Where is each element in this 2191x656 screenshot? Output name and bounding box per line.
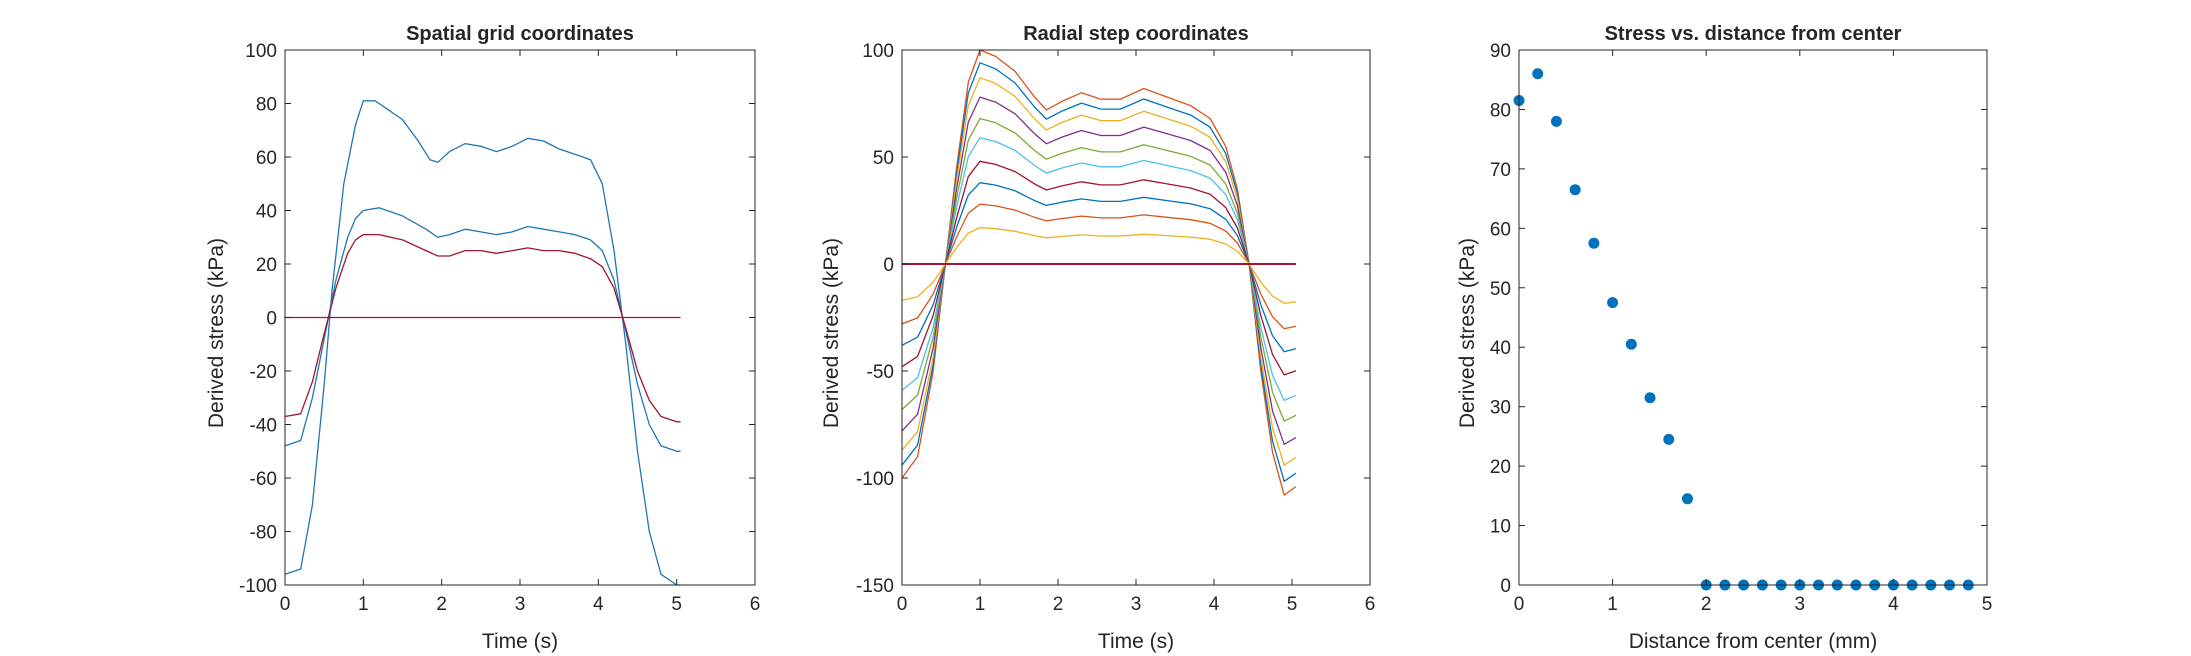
plot-area: 0 1 2 3 4 5 6 -100 -80 -60 -40 -20 0 20 40 60 80 100 bbox=[239, 41, 760, 615]
y-tick-label: -50 bbox=[867, 362, 894, 383]
chart-title: Stress vs. distance from center bbox=[1605, 23, 1902, 45]
y-tick-label: -100 bbox=[856, 469, 894, 490]
data-point bbox=[1625, 338, 1637, 350]
y-tick-label: 0 bbox=[883, 255, 894, 276]
y-tick-label: 100 bbox=[245, 41, 277, 62]
y-tick-label: 20 bbox=[1490, 457, 1511, 478]
series-group bbox=[284, 100, 681, 586]
y-axis-label: Derived stress (kPa) bbox=[205, 238, 228, 428]
y-tick-label: 50 bbox=[1490, 279, 1511, 300]
x-tick-label: 2 bbox=[1053, 594, 1064, 615]
x-ticks: 0 1 2 3 4 5 6 bbox=[897, 50, 1376, 615]
series-line-9 bbox=[901, 203, 1297, 330]
x-tick-label: 3 bbox=[1131, 594, 1142, 615]
y-tick-label: 30 bbox=[1490, 398, 1511, 419]
data-point bbox=[1663, 433, 1675, 445]
series-line-2 bbox=[284, 207, 681, 452]
x-axis-label: Time (s) bbox=[482, 630, 558, 653]
x-axis-label: Time (s) bbox=[1098, 630, 1174, 653]
chart-spatial-grid: Spatial grid coordinates Time (s) Derive… bbox=[205, 23, 760, 653]
x-ticks: 0 1 2 3 4 5 bbox=[1514, 50, 1993, 615]
y-tick-label: 60 bbox=[256, 148, 277, 169]
x-tick-label: 0 bbox=[1514, 594, 1525, 615]
x-axis-label: Distance from center (mm) bbox=[1629, 630, 1878, 653]
x-tick-label: 3 bbox=[1795, 594, 1806, 615]
x-tick-label: 5 bbox=[671, 594, 682, 615]
y-tick-label: 70 bbox=[1490, 160, 1511, 181]
y-tick-label: 10 bbox=[1490, 517, 1511, 538]
y-axis-label: Derived stress (kPa) bbox=[820, 238, 843, 428]
x-tick-label: 5 bbox=[1287, 594, 1298, 615]
y-axis-label: Derived stress (kPa) bbox=[1456, 238, 1479, 428]
data-point bbox=[1550, 115, 1562, 127]
y-tick-label: 90 bbox=[1490, 41, 1511, 62]
chart-title: Spatial grid coordinates bbox=[406, 23, 634, 45]
chart-title: Radial step coordinates bbox=[1023, 23, 1249, 45]
x-ticks: 0 1 2 3 4 5 6 bbox=[280, 50, 761, 615]
y-ticks: -150 -100 -50 0 50 100 bbox=[856, 41, 1370, 597]
y-tick-label: 60 bbox=[1490, 219, 1511, 240]
axes-box bbox=[1518, 49, 1988, 586]
y-tick-label: -150 bbox=[856, 576, 894, 597]
y-tick-label: 80 bbox=[1490, 100, 1511, 121]
x-tick-label: 6 bbox=[1365, 594, 1376, 615]
y-tick-label: -100 bbox=[239, 576, 277, 597]
x-tick-label: 4 bbox=[1888, 594, 1899, 615]
y-tick-label: 20 bbox=[256, 255, 277, 276]
series-group bbox=[901, 49, 1297, 496]
y-tick-label: -80 bbox=[250, 523, 277, 544]
data-point bbox=[1588, 237, 1600, 249]
y-tick-label: 100 bbox=[862, 41, 894, 62]
data-point bbox=[1569, 184, 1581, 196]
data-point bbox=[1532, 68, 1544, 80]
y-tick-label: 80 bbox=[256, 95, 277, 116]
x-tick-label: 1 bbox=[358, 594, 369, 615]
y-ticks: -100 -80 -60 -40 -20 0 20 40 60 80 100 bbox=[239, 41, 755, 597]
chart-stress-distance: Stress vs. distance from center Distance… bbox=[1456, 23, 1992, 653]
x-tick-label: 5 bbox=[1982, 594, 1993, 615]
x-tick-label: 3 bbox=[515, 594, 526, 615]
x-tick-label: 0 bbox=[897, 594, 908, 615]
data-point bbox=[1681, 493, 1693, 505]
x-tick-label: 4 bbox=[1209, 594, 1220, 615]
series-line-10 bbox=[901, 226, 1296, 304]
series-line-3 bbox=[284, 233, 681, 423]
y-tick-label: -20 bbox=[250, 362, 277, 383]
y-tick-label: 40 bbox=[256, 202, 277, 223]
y-tick-label: 40 bbox=[1490, 338, 1511, 359]
y-tick-label: 0 bbox=[1500, 576, 1511, 597]
chart-radial-step: Radial step coordinates Time (s) Derived… bbox=[820, 23, 1375, 653]
x-tick-label: 6 bbox=[750, 594, 761, 615]
x-tick-label: 1 bbox=[975, 594, 986, 615]
data-point bbox=[1607, 297, 1619, 309]
x-tick-label: 2 bbox=[1701, 594, 1712, 615]
x-tick-label: 0 bbox=[280, 594, 291, 615]
x-tick-label: 4 bbox=[593, 594, 604, 615]
data-point bbox=[1644, 392, 1656, 404]
plot-area: 0 1 2 3 4 5 6 -150 -100 -50 0 50 100 bbox=[856, 41, 1375, 615]
x-tick-label: 2 bbox=[436, 594, 447, 615]
series-line-1 bbox=[284, 100, 681, 586]
y-tick-label: -40 bbox=[250, 416, 277, 437]
y-tick-label: 0 bbox=[266, 309, 277, 330]
y-tick-label: 50 bbox=[873, 148, 894, 169]
x-tick-label: 1 bbox=[1607, 594, 1618, 615]
y-ticks: 0 10 20 30 40 50 60 70 80 90 bbox=[1490, 41, 1987, 597]
y-tick-label: -60 bbox=[250, 469, 277, 490]
